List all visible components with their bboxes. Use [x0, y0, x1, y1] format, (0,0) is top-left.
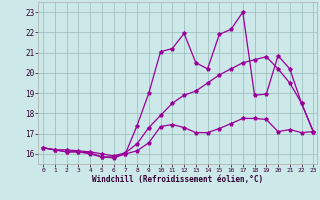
- X-axis label: Windchill (Refroidissement éolien,°C): Windchill (Refroidissement éolien,°C): [92, 175, 263, 184]
